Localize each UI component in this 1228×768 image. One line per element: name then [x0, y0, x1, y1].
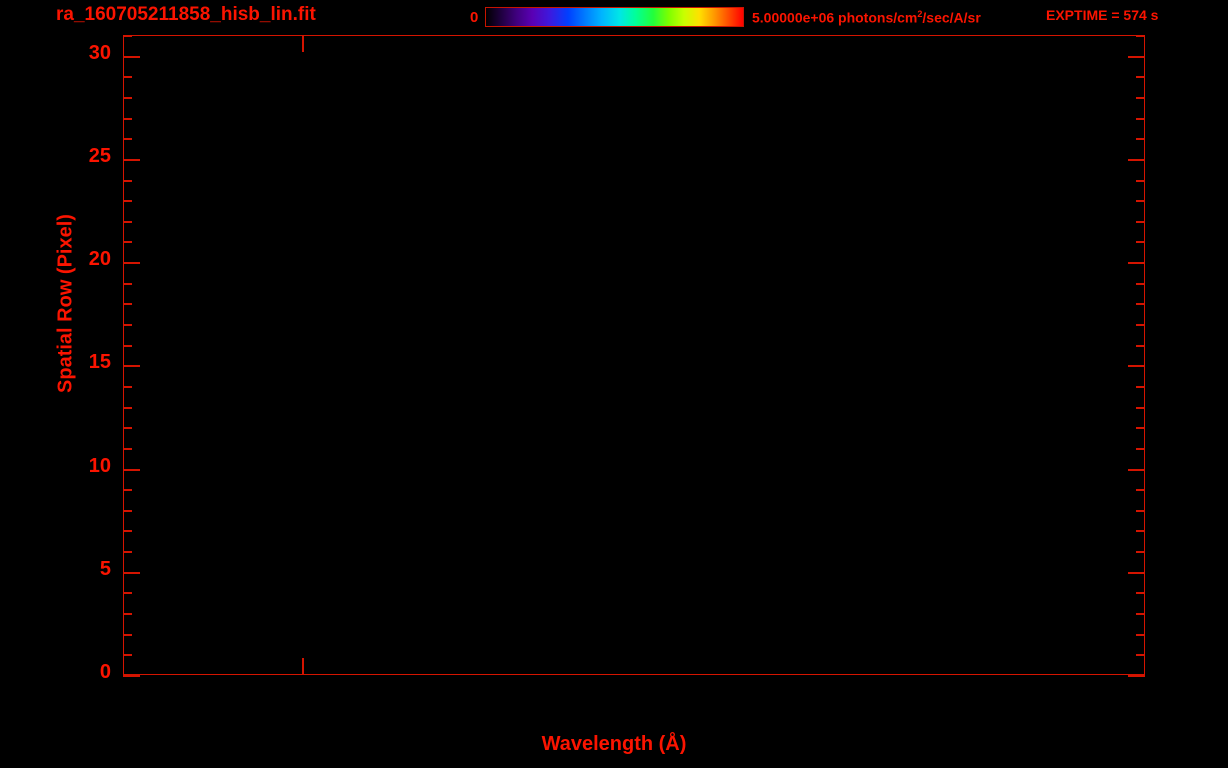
axis-tick — [123, 200, 132, 202]
axis-tick — [1128, 262, 1145, 264]
axis-tick — [123, 241, 132, 243]
axis-tick — [123, 76, 132, 78]
spectrogram-image — [124, 36, 1144, 674]
axis-tick — [123, 634, 132, 636]
axis-tick — [1136, 221, 1145, 223]
exposure-time-label: EXPTIME = 574 s — [1046, 7, 1159, 23]
axis-tick — [123, 118, 132, 120]
colorbar — [485, 7, 744, 27]
axis-tick — [1136, 427, 1145, 429]
axis-tick — [123, 345, 132, 347]
y-tick-label: 10 — [88, 455, 111, 477]
axis-tick — [123, 221, 132, 223]
axis-tick — [1128, 56, 1145, 58]
axis-tick — [123, 572, 140, 574]
axis-tick — [123, 97, 132, 99]
y-tick-label: 30 — [88, 42, 111, 64]
y-tick-label: 0 — [99, 661, 111, 683]
axis-tick — [1128, 365, 1145, 367]
axis-tick — [1128, 159, 1145, 161]
axis-tick — [123, 365, 140, 367]
colorbar-max-units-tail: /sec/A/sr — [922, 9, 981, 26]
axis-tick — [1136, 592, 1145, 594]
axis-tick — [1136, 530, 1145, 532]
axis-tick — [123, 35, 132, 37]
axis-tick — [1136, 76, 1145, 78]
spectrogram-canvas — [124, 36, 1144, 674]
axis-tick — [123, 448, 132, 450]
axis-tick — [1136, 345, 1145, 347]
y-tick-label: 15 — [88, 351, 111, 373]
axis-tick — [123, 551, 132, 553]
axis-tick — [1136, 386, 1145, 388]
axis-tick — [1136, 551, 1145, 553]
axis-tick — [123, 386, 132, 388]
page-title: ra_160705211858_hisb_lin.fit — [56, 4, 316, 25]
axis-tick — [123, 592, 132, 594]
colorbar-max-exponent: 2 — [917, 9, 923, 19]
axis-tick — [123, 510, 132, 512]
axis-tick — [123, 138, 132, 140]
axis-tick — [302, 658, 304, 675]
axis-tick — [1128, 675, 1145, 677]
axis-tick — [123, 427, 132, 429]
axis-tick — [1136, 35, 1145, 37]
axis-tick — [1136, 448, 1145, 450]
axis-tick — [123, 469, 140, 471]
axis-tick — [1136, 510, 1145, 512]
axis-tick — [1136, 303, 1145, 305]
axis-tick — [302, 35, 304, 52]
y-tick-label: 5 — [99, 558, 111, 580]
axis-tick — [123, 324, 132, 326]
y-axis-title: Spatial Row (Pixel) — [54, 214, 77, 393]
axis-tick — [1136, 180, 1145, 182]
axis-tick — [123, 262, 140, 264]
x-axis-title: Wavelength (Å) — [541, 733, 687, 755]
axis-tick — [1136, 283, 1145, 285]
axis-tick — [123, 613, 132, 615]
axis-tick — [1136, 138, 1145, 140]
axis-tick — [123, 530, 132, 532]
colorbar-max-value: 5.00000e+06 photons/cm — [752, 9, 918, 26]
axis-tick — [1128, 469, 1145, 471]
axis-tick — [1136, 97, 1145, 99]
axis-tick — [1136, 613, 1145, 615]
axis-tick — [123, 56, 140, 58]
y-tick-label: 20 — [88, 248, 111, 270]
axis-tick — [1136, 200, 1145, 202]
colorbar-max-label: 5.00000e+06 photons/cm2/sec/A/sr — [752, 9, 981, 26]
axis-tick — [123, 489, 132, 491]
plot-frame — [123, 35, 1145, 675]
y-tick-label: 25 — [88, 145, 111, 167]
colorbar-min-label: 0 — [470, 9, 479, 26]
axis-tick — [1136, 489, 1145, 491]
axis-tick — [123, 303, 132, 305]
axis-tick — [123, 283, 132, 285]
axis-tick — [1136, 407, 1145, 409]
axis-tick — [1136, 634, 1145, 636]
axis-tick — [1128, 572, 1145, 574]
axis-tick — [1136, 118, 1145, 120]
axis-tick — [1136, 654, 1145, 656]
axis-tick — [1136, 241, 1145, 243]
axis-tick — [123, 654, 132, 656]
axis-tick — [123, 180, 132, 182]
axis-tick — [123, 159, 140, 161]
axis-tick — [123, 675, 140, 677]
axis-tick — [1136, 324, 1145, 326]
axis-tick — [123, 407, 132, 409]
